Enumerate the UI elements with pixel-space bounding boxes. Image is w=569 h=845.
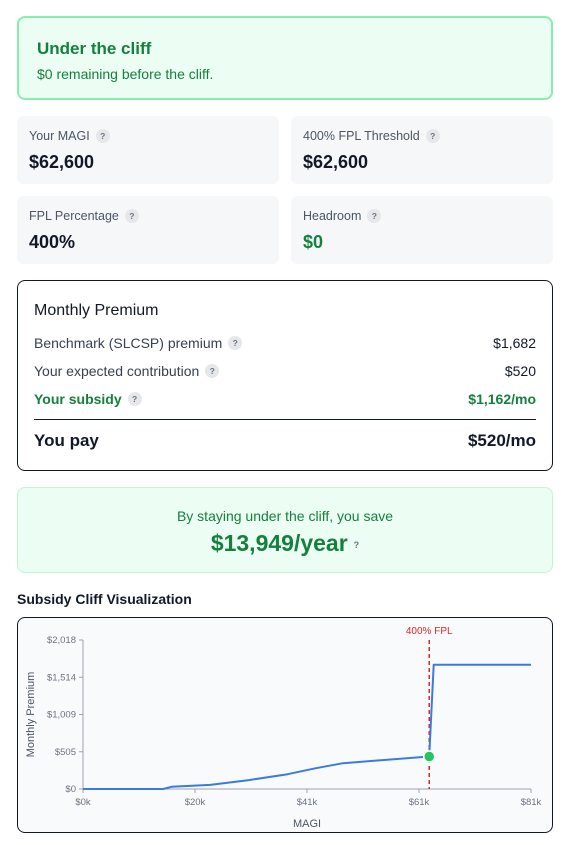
- contribution-row: Your expected contribution ? $520: [34, 357, 536, 385]
- help-icon[interactable]: ?: [425, 129, 440, 143]
- stat-fpl-percentage-value: 400%: [29, 232, 76, 252]
- visualization-title: Subsidy Cliff Visualization: [17, 591, 192, 607]
- benchmark-value: $1,682: [493, 335, 536, 351]
- monthly-premium-card: Monthly Premium Benchmark (SLCSP) premiu…: [17, 280, 553, 471]
- y-tick-label: $0: [65, 784, 76, 795]
- benchmark-row: Benchmark (SLCSP) premium ? $1,682: [34, 329, 536, 357]
- y-tick-label: $1,009: [47, 710, 76, 721]
- status-subtitle: $0 remaining before the cliff.: [37, 66, 214, 82]
- subsidy-label: Your subsidy: [34, 391, 122, 407]
- y-tick-label: $1,514: [47, 672, 76, 683]
- x-tick-label: $41k: [297, 797, 318, 808]
- stat-headroom-value: $0: [303, 232, 324, 252]
- stat-magi-label: Your MAGI: [29, 129, 90, 143]
- threshold-label: 400% FPL: [406, 626, 453, 637]
- savings-card: By staying under the cliff, you save $13…: [17, 487, 553, 573]
- help-icon[interactable]: ?: [124, 209, 139, 223]
- subsidy-cliff-chart: $0 $505 $1,009 $1,514 $2,018 $0k $20k $41k $61k $…: [17, 617, 553, 833]
- y-axis-title: Monthly Premium: [25, 672, 37, 758]
- subsidy-value: $1,162/mo: [468, 391, 536, 407]
- you-pay-label: You pay: [34, 431, 99, 450]
- stat-fpl-threshold: 400% FPL Threshold ? $62,600: [291, 116, 553, 184]
- current-magi-marker: [422, 750, 436, 763]
- you-pay-value: $520/mo: [467, 431, 536, 450]
- x-tick-label: $61k: [409, 797, 430, 808]
- stat-magi-value: $62,600: [29, 152, 95, 172]
- x-axis-title: MAGI: [293, 818, 321, 830]
- contribution-label: Your expected contribution: [34, 363, 200, 379]
- stat-magi: Your MAGI ? $62,600: [17, 116, 279, 184]
- stat-fpl-threshold-value: $62,600: [303, 152, 369, 172]
- chart-svg: $0 $505 $1,009 $1,514 $2,018 $0k $20k $41k $61k $…: [25, 626, 542, 830]
- contribution-value: $520: [504, 363, 536, 379]
- help-icon[interactable]: ?: [353, 540, 360, 550]
- stat-fpl-percentage-label: FPL Percentage: [29, 209, 119, 223]
- savings-label: By staying under the cliff, you save: [176, 508, 394, 524]
- status-card: Under the cliff $0 remaining before the …: [17, 16, 553, 100]
- stat-headroom-label: Headroom: [303, 209, 362, 223]
- help-icon[interactable]: ?: [127, 392, 142, 406]
- premium-title: Monthly Premium: [34, 302, 159, 319]
- subsidy-row: Your subsidy ? $1,162/mo: [34, 385, 536, 413]
- stat-fpl-percentage: FPL Percentage ? 400%: [17, 196, 279, 264]
- premium-line: [83, 663, 531, 790]
- savings-value: $13,949/year: [210, 530, 348, 556]
- help-icon[interactable]: ?: [228, 336, 243, 350]
- y-tick-label: $505: [55, 747, 76, 758]
- x-tick-label: $81k: [521, 797, 542, 808]
- stat-headroom: Headroom ? $0: [291, 196, 553, 264]
- help-icon[interactable]: ?: [95, 129, 110, 143]
- help-icon[interactable]: ?: [367, 209, 382, 223]
- benchmark-label: Benchmark (SLCSP) premium: [34, 335, 223, 351]
- y-tick-label: $2,018: [47, 635, 76, 646]
- x-tick-label: $0k: [75, 797, 91, 808]
- stat-fpl-threshold-label: 400% FPL Threshold: [303, 129, 420, 143]
- status-title: Under the cliff: [37, 39, 152, 58]
- you-pay-row: You pay $520/mo: [34, 420, 536, 462]
- divider: [34, 419, 536, 420]
- x-tick-label: $20k: [185, 797, 206, 808]
- help-icon[interactable]: ?: [205, 364, 220, 378]
